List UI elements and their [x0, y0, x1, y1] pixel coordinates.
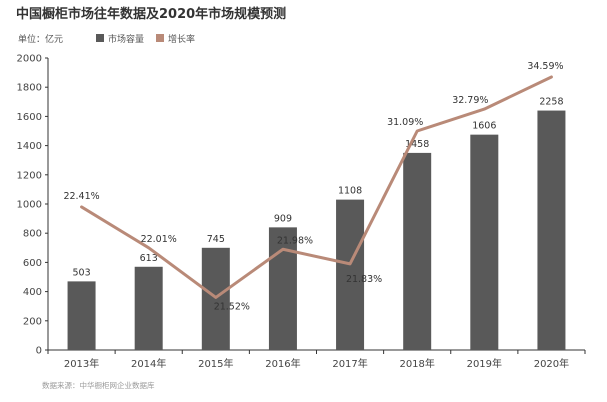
bar [67, 281, 96, 350]
y-tick-label: 600 [23, 258, 42, 269]
source-note: 数据来源：中华橱柜网企业数据库 [42, 380, 155, 390]
growth-rate-label: 21.52% [214, 301, 250, 312]
bar-value-label: 503 [72, 267, 90, 278]
growth-rate-label: 32.79% [452, 95, 488, 106]
growth-rate-label: 22.41% [63, 191, 99, 202]
bar [537, 110, 566, 350]
bar [403, 152, 432, 350]
y-tick-label: 200 [23, 316, 42, 327]
y-tick-label: 800 [23, 229, 42, 240]
x-tick-label: 2016年 [265, 357, 300, 370]
legend-bar-label: 市场容量 [108, 33, 144, 45]
y-tick-label: 2000 [17, 54, 42, 65]
bar [336, 199, 365, 350]
bar-value-label: 613 [140, 253, 158, 264]
y-tick-label: 1000 [17, 200, 42, 211]
growth-rate-label: 34.59% [527, 61, 563, 72]
bar-value-label: 745 [207, 234, 225, 245]
bar-value-label: 1108 [338, 186, 362, 197]
x-tick-label: 2018年 [399, 357, 434, 370]
growth-rate-label: 22.01% [141, 234, 177, 245]
bar-value-label: 1606 [472, 121, 496, 132]
y-tick-label: 400 [23, 287, 42, 298]
bar-value-label: 1458 [405, 139, 429, 150]
unit-label: 单位：亿元 [18, 33, 63, 45]
y-tick-label: 1400 [17, 141, 42, 152]
x-tick-label: 2017年 [332, 357, 367, 370]
y-tick-label: 0 [36, 346, 42, 357]
growth-rate-label: 21.98% [277, 235, 313, 246]
legend-bar-swatch [96, 34, 104, 42]
x-tick-label: 2020年 [534, 357, 569, 370]
y-tick-label: 1600 [17, 112, 42, 123]
chart-title: 中国橱柜市场往年数据及2020年市场规模预测 [16, 6, 286, 22]
growth-rate-label: 31.09% [387, 117, 423, 128]
growth-rate-line [80, 75, 553, 299]
plot-area: 0 200 400 600 800 1000 1200 1400 1600 1800 2000 201… [17, 54, 586, 370]
growth-rate-label: 21.83% [346, 274, 382, 285]
bar [470, 134, 499, 350]
bar-value-label: 909 [274, 213, 292, 224]
legend-line-swatch [156, 34, 164, 42]
bar [134, 266, 163, 350]
legend-line-label: 增长率 [168, 33, 195, 45]
x-tick-label: 2019年 [467, 357, 502, 370]
x-tick-label: 2013年 [64, 357, 99, 370]
y-tick-label: 1200 [17, 170, 42, 181]
bar-value-label: 2258 [539, 97, 563, 108]
x-tick-label: 2014年 [131, 357, 166, 370]
x-tick-label: 2015年 [198, 357, 233, 370]
y-tick-label: 1800 [17, 83, 42, 94]
